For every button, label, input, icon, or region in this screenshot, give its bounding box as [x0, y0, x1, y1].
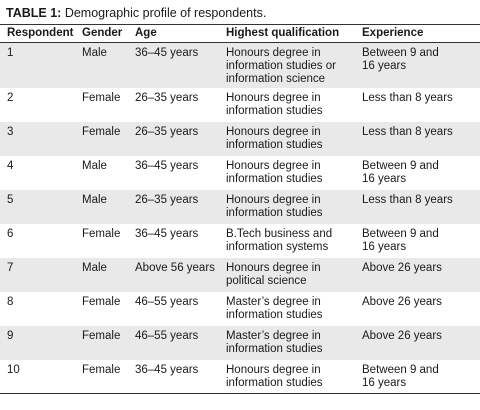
cell-age: 36–45 years [135, 363, 199, 376]
cell-age: 36–45 years [128, 42, 219, 88]
header-row: Respondent Gender Age Highest qualificat… [0, 24, 480, 43]
header-experience: Experience [362, 27, 424, 39]
cell-age: 46–55 years [128, 325, 219, 360]
caption-text: Demographic profile of respondents. [64, 6, 267, 20]
table-row: 10 Female 36–45 years Honours degree in … [0, 360, 480, 394]
cell-qualification: Honours degree in information studies [226, 363, 323, 389]
cell-experience: Between 9 and 16 years [362, 363, 439, 389]
cell-gender: Female [82, 363, 121, 376]
cell-experience: Between 9 and 16 years [362, 159, 439, 185]
cell-respondent: 2 [7, 91, 14, 104]
cell-experience: Between 9 and 16 years [362, 227, 439, 253]
cell-age: 26–35 years [128, 189, 219, 224]
cell-qualification: Honours degree in information studies [219, 189, 355, 224]
table-header: Respondent Gender Age Highest qualificat… [0, 24, 480, 43]
cell-qualification: Master’s degree in information studies [226, 295, 323, 321]
table-body: 1 Male 36–45 years Honours degree in inf… [0, 42, 480, 394]
cell-gender: Male [82, 159, 107, 172]
cell-gender: Male [75, 257, 128, 292]
cell-age: 36–45 years [135, 159, 199, 172]
demographic-table: Respondent Gender Age Highest qualificat… [0, 24, 480, 394]
cell-respondent: 1 [0, 42, 75, 88]
cell-gender: Female [82, 91, 121, 104]
cell-experience: Less than 8 years [362, 91, 453, 104]
cell-gender: Female [82, 295, 121, 308]
cell-qualification: Honours degree in information studies or… [219, 42, 355, 88]
table-row: 9 Female 46–55 years Master’s degree in … [0, 325, 480, 360]
cell-respondent: 3 [0, 121, 75, 156]
cell-experience: Between 9 and 16 years [355, 42, 480, 88]
cell-experience: Above 26 years [362, 295, 442, 308]
cell-age: Above 56 years [128, 257, 219, 292]
cell-experience: Less than 8 years [355, 121, 480, 156]
table-row: 3 Female 26–35 years Honours degree in i… [0, 121, 480, 156]
cell-qualification: B.Tech business and information systems [226, 227, 333, 253]
cell-gender: Female [82, 227, 121, 240]
caption-label: TABLE 1: [6, 6, 62, 20]
cell-qualification: Honours degree in information studies [226, 159, 323, 185]
header-age: Age [135, 27, 157, 39]
cell-gender: Male [75, 189, 128, 224]
table-row: 7 Male Above 56 years Honours degree in … [0, 257, 480, 292]
table-row: 2 Female 26–35 years Honours degree in i… [0, 88, 480, 122]
cell-respondent: 9 [0, 325, 75, 360]
cell-age: 46–55 years [135, 295, 199, 308]
cell-age: 26–35 years [128, 121, 219, 156]
cell-age: 26–35 years [135, 91, 199, 104]
cell-respondent: 7 [0, 257, 75, 292]
table-caption: TABLE 1: Demographic profile of responde… [6, 5, 266, 21]
table-row: 8 Female 46–55 years Master’s degree in … [0, 292, 480, 326]
cell-qualification: Honours degree in information studies [219, 121, 355, 156]
cell-respondent: 6 [7, 227, 14, 240]
cell-experience: Less than 8 years [355, 189, 480, 224]
header-respondent: Respondent [7, 27, 74, 39]
cell-respondent: 4 [7, 159, 14, 172]
cell-qualification: Master’s degree in information studies [219, 325, 355, 360]
cell-gender: Female [75, 121, 128, 156]
table-row: 1 Male 36–45 years Honours degree in inf… [0, 42, 480, 88]
cell-qualification: Honours degree in information studies [226, 91, 323, 117]
header-qualification: Highest qualification [226, 27, 340, 39]
cell-experience: Above 26 years [355, 257, 480, 292]
cell-age: 36–45 years [135, 227, 199, 240]
cell-respondent: 8 [7, 295, 14, 308]
cell-gender: Male [75, 42, 128, 88]
table-row: 6 Female 36–45 years B.Tech business and… [0, 224, 480, 258]
cell-gender: Female [75, 325, 128, 360]
table-row: 5 Male 26–35 years Honours degree in inf… [0, 189, 480, 224]
cell-respondent: 10 [7, 363, 20, 376]
cell-respondent: 5 [0, 189, 75, 224]
header-gender: Gender [82, 27, 123, 39]
table-row: 4 Male 36–45 years Honours degree in inf… [0, 156, 480, 190]
cell-qualification: Honours degree in political science [219, 257, 355, 292]
cell-experience: Above 26 years [355, 325, 480, 360]
